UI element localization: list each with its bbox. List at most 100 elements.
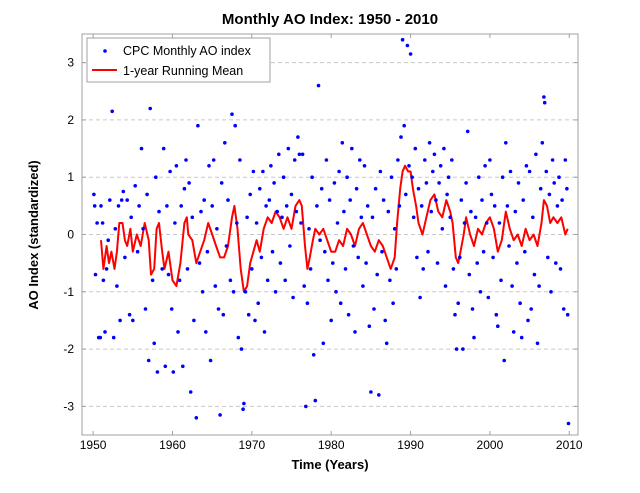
data-point <box>152 341 156 346</box>
data-point <box>511 330 516 334</box>
data-point <box>554 261 558 265</box>
y-tick-label: 0 <box>67 228 74 242</box>
data-point <box>491 255 495 260</box>
data-point <box>462 221 467 225</box>
data-point <box>270 249 275 254</box>
data-point <box>519 335 524 340</box>
data-point <box>518 301 522 306</box>
data-point <box>321 341 326 346</box>
chart-title: Monthly AO Index: 1950 - 2010 <box>222 11 438 28</box>
data-point <box>343 267 348 271</box>
data-point <box>540 141 545 145</box>
data-point <box>423 158 427 162</box>
data-point <box>405 43 410 48</box>
data-point <box>547 192 552 197</box>
data-point <box>93 272 98 277</box>
data-point <box>331 261 335 265</box>
data-point <box>546 255 550 260</box>
data-point <box>146 358 151 363</box>
data-point <box>95 221 99 225</box>
data-point <box>342 209 346 214</box>
data-point <box>566 421 571 426</box>
data-point <box>116 204 121 208</box>
data-point <box>171 370 176 374</box>
data-point <box>278 261 283 265</box>
data-point <box>305 301 310 306</box>
data-point <box>211 158 216 162</box>
data-point <box>369 390 373 394</box>
data-point <box>537 284 541 288</box>
data-point <box>338 301 343 306</box>
data-point <box>92 204 97 208</box>
data-point <box>381 198 386 202</box>
data-point <box>216 307 221 311</box>
data-point <box>361 284 365 288</box>
data-point <box>194 416 199 420</box>
data-point <box>535 341 540 346</box>
legend-mean-label: 1-year Running Mean <box>123 64 243 78</box>
x-axis-label: Time (Years) <box>291 457 368 472</box>
data-point <box>316 83 321 88</box>
data-point <box>286 146 291 151</box>
data-point <box>531 215 535 220</box>
data-point <box>318 238 322 242</box>
data-point <box>334 290 338 294</box>
data-point <box>224 244 229 248</box>
data-point <box>299 221 303 225</box>
data-point <box>261 169 265 174</box>
data-point <box>483 164 487 168</box>
data-point <box>440 227 445 231</box>
data-point <box>248 192 252 197</box>
data-point <box>137 204 141 208</box>
data-point <box>92 192 96 197</box>
data-point <box>492 204 497 208</box>
data-point <box>565 312 570 317</box>
data-point <box>294 209 299 214</box>
data-point <box>125 198 129 202</box>
data-point <box>161 146 166 151</box>
data-point <box>424 181 429 185</box>
data-point <box>505 204 510 208</box>
data-point <box>413 146 418 151</box>
data-point <box>307 227 311 231</box>
y-tick-label: -2 <box>63 342 74 356</box>
data-point <box>231 290 236 294</box>
data-point <box>565 186 569 191</box>
data-point <box>456 301 461 306</box>
data-point <box>174 164 179 168</box>
data-point <box>326 278 330 283</box>
data-point <box>210 204 214 208</box>
data-point <box>157 209 161 214</box>
data-point <box>549 290 553 294</box>
data-point <box>494 312 499 317</box>
data-point <box>297 152 302 157</box>
data-point <box>264 204 268 208</box>
data-point <box>432 152 437 157</box>
data-point <box>258 186 262 191</box>
data-point <box>115 284 119 288</box>
data-point <box>526 318 530 323</box>
data-point <box>281 175 286 179</box>
data-point <box>445 192 449 197</box>
data-point <box>542 95 546 99</box>
data-point <box>392 227 397 231</box>
data-point <box>269 164 273 168</box>
x-tick-label: 1970 <box>238 438 265 452</box>
data-point <box>429 209 434 214</box>
data-point <box>400 37 405 42</box>
data-point <box>98 335 103 340</box>
data-point <box>435 261 440 265</box>
data-point <box>233 123 237 128</box>
data-point <box>292 158 297 162</box>
data-point <box>127 312 132 317</box>
data-point <box>497 221 502 225</box>
data-point <box>313 398 318 403</box>
data-point <box>399 135 403 139</box>
data-point <box>489 192 494 197</box>
data-point <box>502 358 507 363</box>
y-tick-label: 1 <box>67 170 74 184</box>
data-point <box>197 261 202 265</box>
data-point <box>323 249 327 254</box>
data-point <box>239 347 244 351</box>
data-point <box>464 181 468 185</box>
